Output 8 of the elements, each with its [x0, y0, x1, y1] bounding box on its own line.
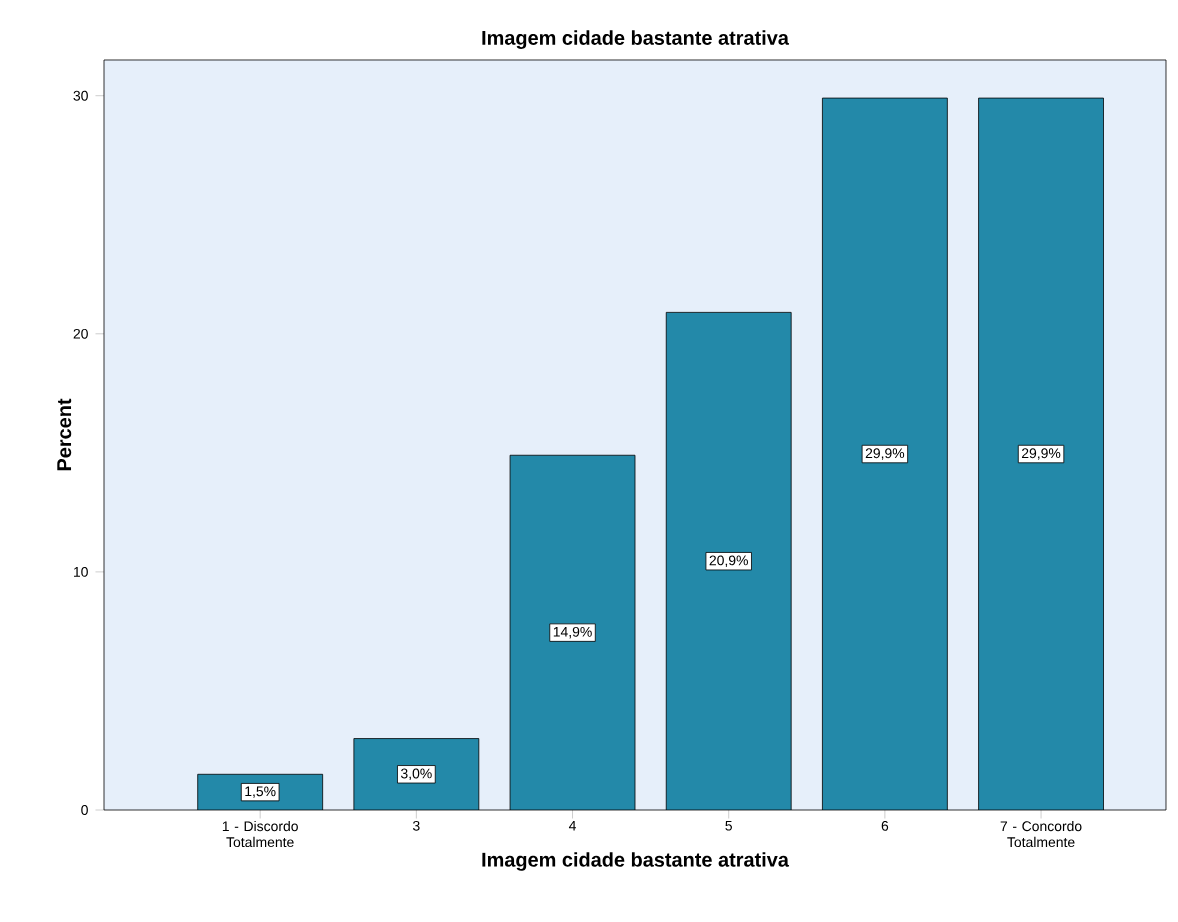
- x-axis-title: Imagem cidade bastante atrativa: [482, 852, 790, 871]
- y-axis-title: Percent: [57, 398, 72, 471]
- bar: [822, 98, 948, 810]
- chart-title: Imagem cidade bastante atrativa: [482, 30, 790, 49]
- bar: [353, 738, 479, 810]
- bar: [666, 312, 792, 810]
- bar: [510, 455, 635, 810]
- bar: [978, 97, 1104, 810]
